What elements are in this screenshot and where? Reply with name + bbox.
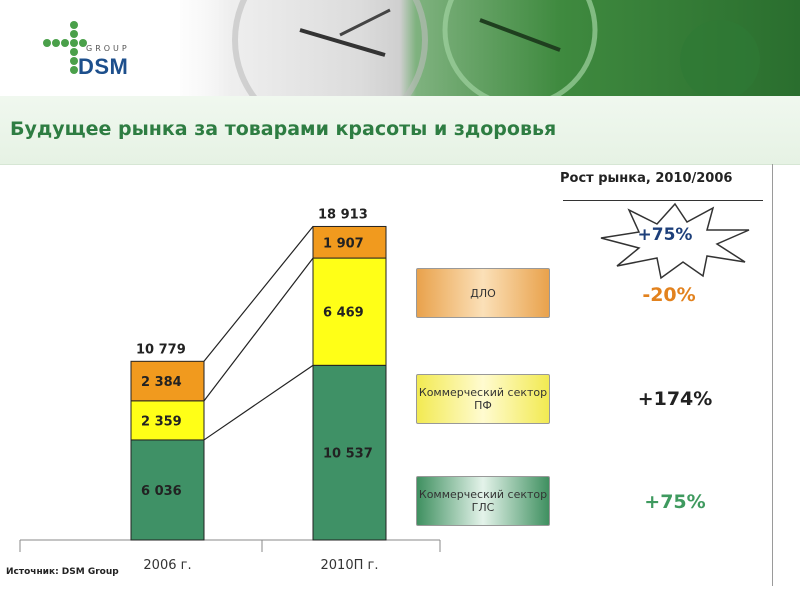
- bar-segment-gls: [130, 439, 205, 541]
- legend-pf-label: Коммерческий сектор ПФ: [418, 386, 548, 412]
- segment-label-dlo: 1 907: [323, 236, 364, 251]
- logo-dsm-text: DSM: [78, 54, 129, 79]
- category-label: 2006 г.: [143, 558, 191, 573]
- connector-line: [203, 226, 314, 362]
- growth-gls: +75%: [644, 491, 706, 513]
- bar-total-label: 10 779: [136, 342, 186, 357]
- panel-right-border: [772, 164, 773, 586]
- category-label: 2010П г.: [321, 558, 379, 573]
- growth-dlo: -20%: [642, 284, 696, 306]
- legend-dlo-label: ДЛО: [470, 286, 496, 300]
- connector-line: [203, 364, 314, 441]
- page-title: Будущее рынка за товарами красоты и здор…: [10, 118, 557, 140]
- title-band: [0, 96, 800, 165]
- source-note: Источник: DSM Group: [6, 567, 119, 577]
- legend-gls: Коммерческий сектор ГЛС: [416, 476, 550, 526]
- total-growth-value: +75%: [637, 225, 693, 245]
- header-banner: [0, 0, 800, 96]
- growth-pf: +174%: [637, 388, 713, 410]
- segment-label-dlo: 2 384: [141, 375, 182, 390]
- bar-segment-pf: [312, 257, 387, 366]
- bar-segment-pf: [130, 400, 205, 441]
- segment-label-pf: 6 469: [323, 306, 364, 321]
- segment-label-gls: 6 036: [141, 484, 182, 499]
- bar-segment-dlo: [130, 360, 205, 402]
- connector-line: [203, 257, 314, 402]
- bar-total-label: 18 913: [318, 207, 368, 222]
- starburst-icon: [600, 202, 750, 280]
- legend-pf: Коммерческий сектор ПФ: [416, 374, 550, 424]
- growth-header: Рост рынка, 2010/2006: [560, 171, 733, 186]
- logo-group-text: GROUP: [86, 44, 130, 53]
- bar-segment-dlo: [312, 225, 387, 259]
- segment-label-gls: 10 537: [323, 447, 373, 462]
- clock-decoration: [232, 0, 760, 96]
- legend-dlo: ДЛО: [416, 268, 550, 318]
- segment-label-pf: 2 359: [141, 414, 182, 429]
- dsm-logo-icon: [43, 21, 87, 74]
- growth-divider: [563, 200, 763, 201]
- bar-segment-gls: [312, 364, 387, 541]
- legend-gls-label: Коммерческий сектор ГЛС: [418, 488, 548, 514]
